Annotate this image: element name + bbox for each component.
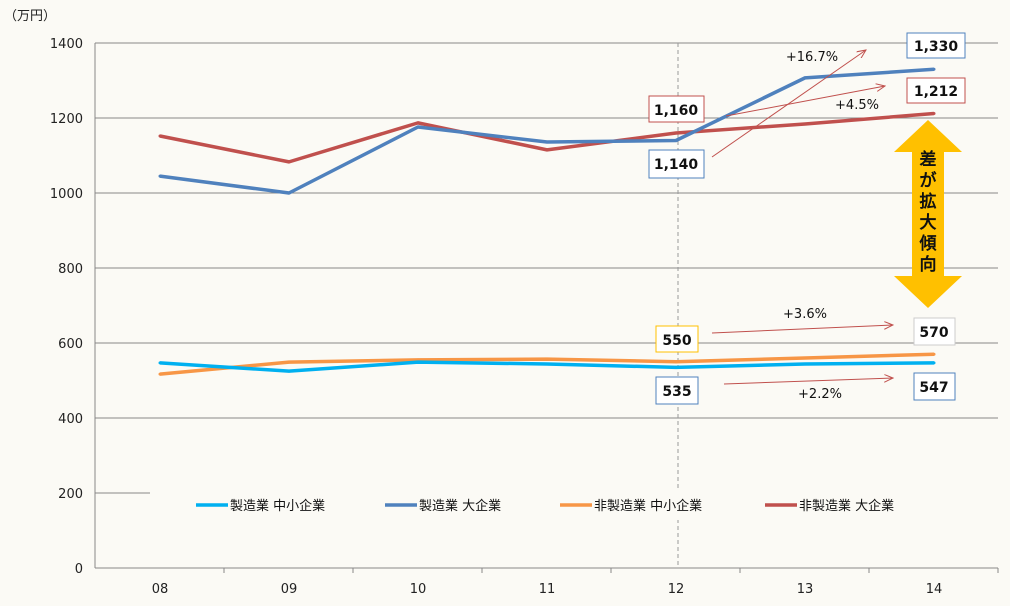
x-tick-label: 13: [797, 582, 814, 597]
y-tick-label: 1400: [50, 37, 83, 52]
label-1212: 1,212: [914, 84, 958, 100]
y-tick-label: 1200: [50, 112, 83, 127]
y-tick-label: 600: [58, 337, 83, 352]
data-point: [674, 360, 678, 364]
label-box-1160: [648, 95, 705, 123]
label-550: 550: [662, 333, 691, 349]
data-point: [932, 361, 936, 365]
x-tick-label: 09: [281, 582, 298, 597]
gap-arrow-char: 差: [920, 149, 937, 170]
y-tick-label: 800: [58, 262, 83, 277]
y-tick-label: 0: [75, 562, 83, 577]
legend-label: 非製造業 大企業: [799, 498, 894, 514]
growth-label-4-5: +4.5%: [835, 98, 879, 113]
label-570: 570: [919, 325, 948, 341]
data-point: [158, 372, 162, 376]
label-box-550: [655, 325, 699, 353]
label-1140: 1,140: [654, 157, 699, 173]
data-point: [287, 360, 291, 364]
gap-arrow-char: 大: [920, 212, 937, 233]
data-point: [803, 76, 807, 80]
label-box-1140: [648, 149, 705, 179]
data-point: [932, 67, 936, 71]
data-point: [545, 140, 549, 144]
legend-label: 非製造業 中小企業: [594, 498, 702, 514]
growth-label-2-2: +2.2%: [798, 387, 842, 402]
label-box-570: [913, 317, 956, 346]
data-point: [158, 174, 162, 178]
data-point: [545, 148, 549, 152]
gap-arrow-char: 拡: [920, 191, 937, 212]
y-tick-label: 200: [58, 487, 83, 502]
data-point: [674, 139, 678, 142]
data-point: [287, 369, 291, 373]
growth-label-3-6: +3.6%: [783, 307, 827, 322]
y-unit-label: （万円）: [4, 9, 56, 24]
x-tick-label: 14: [926, 582, 943, 597]
data-point: [803, 362, 807, 366]
growth-arrow-16-7: [711, 50, 866, 158]
legend-label: 製造業 大企業: [419, 498, 501, 514]
label-535: 535: [662, 384, 691, 400]
gap-arrow-char: 向: [920, 254, 937, 275]
x-tick-label: 12: [668, 582, 685, 597]
y-tick-label: 400: [58, 412, 83, 427]
annotations: 1,330 1,212 1,160 1,140 550 570 535 547 …: [648, 32, 966, 405]
legend-label: 製造業 中小企業: [230, 498, 325, 514]
data-point: [932, 352, 936, 356]
data-point: [287, 160, 291, 164]
gap-widening-arrow: [894, 120, 962, 308]
x-tick-label: 10: [410, 582, 427, 597]
data-point: [674, 365, 678, 369]
data-point: [803, 356, 807, 360]
data-point: [416, 360, 420, 364]
series-line-1: [159, 67, 935, 195]
growth-arrow-3-6: [711, 325, 893, 334]
label-box-1212: [906, 77, 966, 104]
data-point: [545, 362, 549, 366]
label-box-1330: [906, 32, 966, 59]
gap-arrow-char: 傾: [919, 233, 938, 254]
data-point: [416, 125, 420, 129]
data-point: [158, 361, 162, 365]
growth-label-16-7: +16.7%: [786, 50, 838, 65]
data-point: [674, 131, 678, 135]
data-point: [932, 112, 936, 115]
x-tick-label: 08: [152, 582, 169, 597]
data-point: [158, 134, 162, 138]
growth-arrow-2-2: [723, 378, 893, 385]
growth-arrow-4-5: [725, 86, 885, 117]
data-point: [416, 121, 420, 125]
label-1160: 1,160: [654, 103, 699, 119]
data-point: [287, 191, 291, 195]
data-point: [545, 357, 549, 361]
y-tick-label: 1000: [50, 187, 83, 202]
label-1330: 1,330: [914, 39, 959, 55]
label-box-547: [913, 372, 956, 401]
data-point: [803, 122, 807, 126]
label-box-535: [655, 376, 699, 405]
label-547: 547: [919, 380, 948, 396]
gap-arrow-char: が: [920, 170, 937, 191]
series-line-3: [159, 111, 935, 164]
x-tick-label: 11: [539, 582, 556, 597]
